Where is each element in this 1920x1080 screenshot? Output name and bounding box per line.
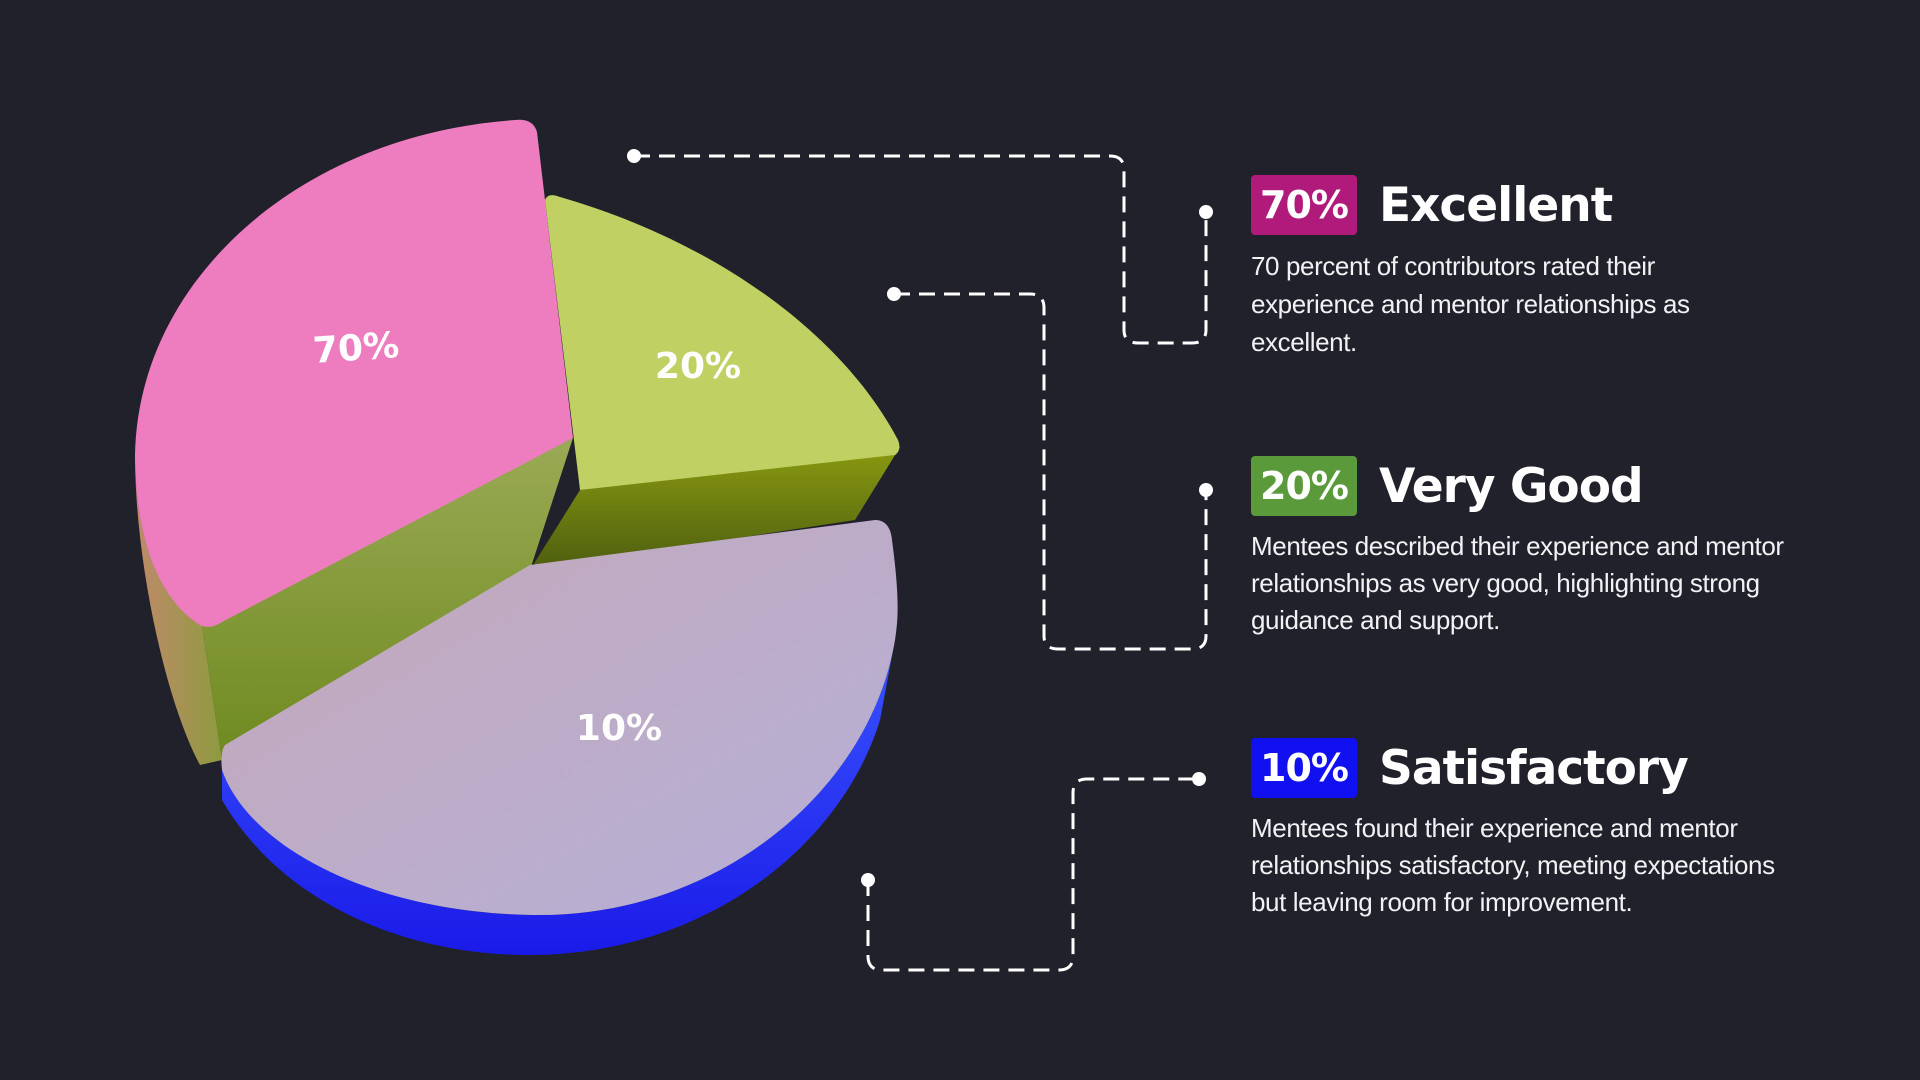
slice-very-good <box>545 195 900 491</box>
legend-item-very-good: 20% Very Good Mentees described their ex… <box>1251 456 1811 639</box>
slice-satisfactory-side <box>222 640 895 955</box>
slice-label-very-good: 20% <box>655 346 741 387</box>
connector-satisfactory <box>866 777 1199 972</box>
connector-dot <box>1199 205 1213 219</box>
item-title: Excellent <box>1379 177 1613 233</box>
item-description: 70 percent of contributors rated their e… <box>1251 251 1690 357</box>
legend-item-satisfactory: 10% Satisfactory Mentees found their exp… <box>1251 738 1811 921</box>
slice-label-satisfactory: 10% <box>576 708 662 749</box>
connector-dot <box>627 149 641 163</box>
slice-very-good-side <box>530 447 900 570</box>
connector-dot <box>887 287 901 301</box>
connector-dot <box>861 873 875 887</box>
percent-badge: 20% <box>1251 456 1357 516</box>
slice-excellent-side <box>135 455 222 765</box>
slice-excellent <box>135 119 573 627</box>
connector-dot <box>1192 772 1206 786</box>
percent-badge: 10% <box>1251 738 1357 798</box>
item-title: Very Good <box>1379 458 1644 514</box>
legend-item-excellent: 70% Excellent 70 percent of contributors… <box>1251 175 1811 361</box>
item-description: Mentees described their experience and m… <box>1251 531 1784 635</box>
slice-satisfactory <box>221 520 898 915</box>
connector-very-good <box>894 292 1208 651</box>
connector-dot <box>1199 483 1213 497</box>
item-description: Mentees found their experience and mento… <box>1251 813 1775 917</box>
slice-label-excellent: 70% <box>312 325 401 372</box>
item-title: Satisfactory <box>1379 740 1689 796</box>
percent-badge: 70% <box>1251 175 1357 235</box>
connector-excellent <box>634 154 1208 345</box>
slice-excellent-inner-side <box>202 438 573 760</box>
